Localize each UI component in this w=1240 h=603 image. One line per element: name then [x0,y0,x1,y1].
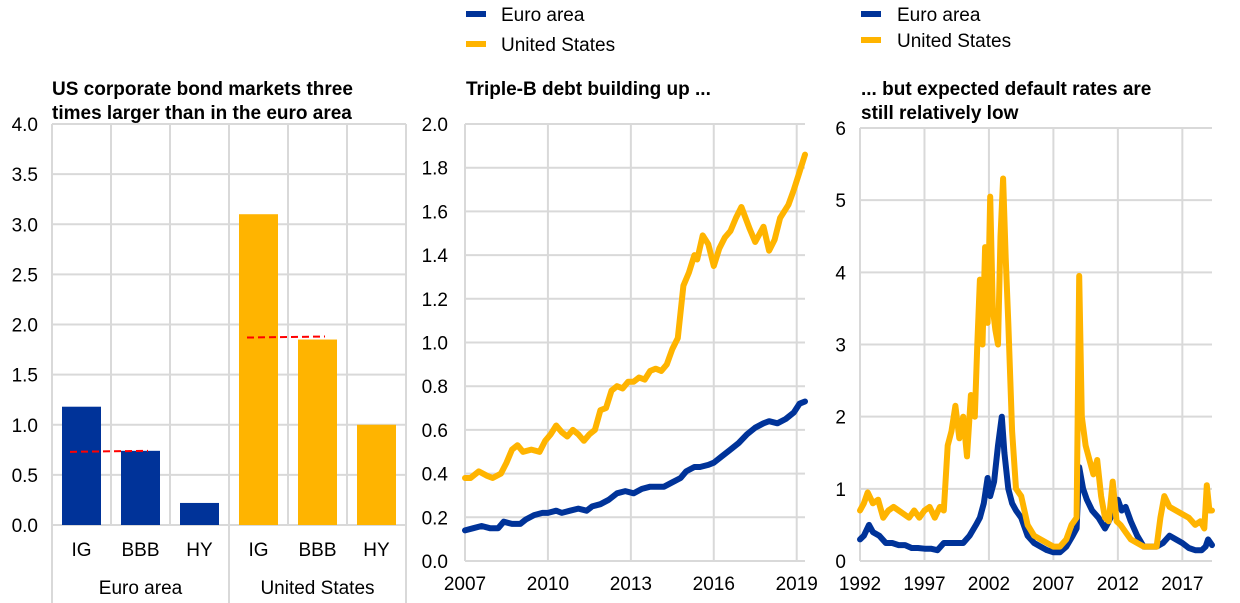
x-tick-label: 2016 [693,574,735,595]
chart3-grid [859,127,1212,562]
x-tick-label: 2017 [1161,574,1203,595]
chart3-x-axis: 1992 1997 2002 2007 2012 2017 [839,574,1204,595]
chart1-title-line2: times larger than in the euro area [52,103,352,124]
y-tick-label: 1.5 [12,366,38,387]
y-tick-label: 3.0 [12,215,38,236]
y-tick-label: 1.0 [12,416,38,437]
chart2-series [462,151,808,534]
y-tick-label: 0.0 [12,516,38,537]
y-tick-label: 4 [835,263,846,284]
y-tick-label: 3 [835,336,846,357]
y-tick-label: 2 [835,408,846,429]
y-tick-label: 0.0 [422,552,448,573]
y-tick-label: 0.5 [12,466,38,487]
series-line-euro-area [462,398,808,534]
chart2-title: Triple-B debt building up ... [466,79,711,100]
y-tick-label: 5 [835,191,846,212]
chart1-grid [51,123,407,603]
bar [180,502,219,525]
y-tick-label: 0.2 [422,508,448,529]
series-line-united-states [462,151,808,481]
y-tick-label: 4.0 [12,115,38,136]
bar [121,450,160,525]
x-group-label: United States [260,578,374,599]
bar-chart-bond-markets: US corporate bond markets three times la… [12,79,407,603]
x-category-label: HY [363,540,390,561]
y-tick-label: 2.0 [12,316,38,337]
chart1-bars [62,214,396,525]
y-tick-label: 1.8 [422,159,448,180]
x-category-label: IG [248,540,268,561]
chart2-grid [464,123,805,562]
chart3-title-line2: still relatively low [861,103,1019,124]
legend-item-euro-area: Euro area [466,5,585,26]
line-chart-default-rates: ... but expected default rates are still… [835,79,1215,595]
y-tick-label: 0.4 [422,465,449,486]
y-tick-label: 0 [835,552,846,573]
y-tick-label: 3.5 [12,165,38,186]
y-tick-label: 1.4 [422,246,449,267]
y-tick-label: 2.5 [12,265,38,286]
x-tick-label: 2002 [968,574,1010,595]
legend-label-united-states: United States [501,35,615,56]
x-tick-label: 2013 [610,574,652,595]
x-tick-label: 2012 [1097,574,1139,595]
y-tick-label: 1.6 [422,202,448,223]
chart3-series [857,175,1215,556]
chart1-title-line1: US corporate bond markets three [52,79,353,100]
y-tick-label: 6 [835,119,846,140]
x-tick-label: 1997 [903,574,945,595]
x-tick-label: 2019 [776,574,818,595]
legend-right: Euro area United States [861,5,1011,52]
legend-swatch-euro-area [466,11,486,17]
chart3-title-line1: ... but expected default rates are [861,79,1151,100]
chart1-y-axis: 0.0 0.5 1.0 1.5 2.0 2.5 3.0 3.5 4.0 [12,115,38,537]
x-tick-label: 2010 [527,574,569,595]
bar [357,424,396,525]
y-tick-label: 1 [835,480,846,501]
x-category-label: HY [186,540,213,561]
bar [62,406,101,525]
legend-label-united-states: United States [897,31,1011,52]
legend-item-united-states: United States [466,35,615,56]
x-category-label: BBB [121,540,159,561]
reference-line-dashed [246,335,326,339]
legend-swatch-united-states [861,37,881,43]
x-category-label: BBB [298,540,336,561]
chart3-y-axis: 0 1 2 3 4 5 6 [835,119,846,573]
x-tick-label: 2007 [444,574,486,595]
legend-middle: Euro area United States [466,5,615,56]
y-tick-label: 1.0 [422,334,448,355]
line-chart-triple-b-debt: Triple-B debt building up ... 0.00.20.40… [422,79,818,595]
y-tick-label: 2.0 [422,115,448,136]
chart1-reference-lines [69,335,326,453]
x-tick-label: 2007 [1032,574,1074,595]
legend-label-euro-area: Euro area [501,5,585,26]
y-tick-label: 1.2 [422,290,448,311]
legend-item-euro-area: Euro area [861,5,981,26]
series-line-united-states [857,175,1215,550]
y-tick-label: 0.6 [422,421,448,442]
legend-item-united-states: United States [861,31,1011,52]
x-group-label: Euro area [99,578,183,599]
bar [298,339,337,525]
y-tick-label: 0.8 [422,377,448,398]
legend-swatch-euro-area [861,11,881,17]
bar [239,214,278,525]
chart2-y-axis: 0.0 0.2 0.4 0.6 0.8 1.0 1.2 1.4 1.6 1.8 2.0 [422,115,449,573]
reference-line-dashed [69,449,149,453]
legend-swatch-united-states [466,41,486,47]
x-tick-label: 1992 [839,574,881,595]
chart2-x-axis: 2007 2010 2013 2016 2019 [444,574,818,595]
x-category-label: IG [71,540,91,561]
legend-label-euro-area: Euro area [897,5,981,26]
